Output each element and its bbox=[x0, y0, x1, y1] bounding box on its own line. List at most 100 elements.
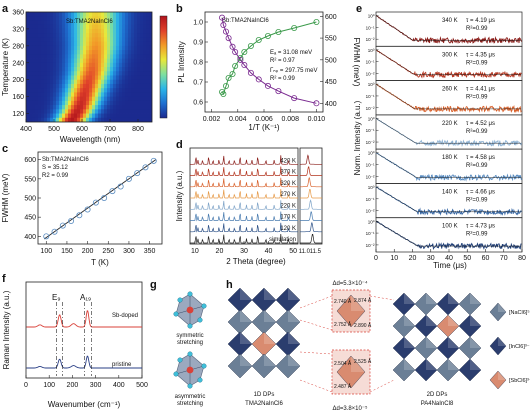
ligand-atom bbox=[187, 351, 193, 357]
heatmap-cell bbox=[143, 33, 147, 38]
heatmap-cell bbox=[65, 62, 69, 68]
ytick-label: 200 bbox=[12, 77, 24, 84]
heatmap-cell bbox=[116, 58, 120, 64]
heatmap-cell bbox=[38, 62, 42, 68]
heatmap-cell bbox=[92, 79, 96, 85]
heatmap-cell bbox=[146, 100, 150, 106]
ligand-atom bbox=[187, 291, 193, 297]
heatmap-cell bbox=[80, 58, 84, 64]
heatmap-cell bbox=[35, 33, 39, 38]
heatmap-cell bbox=[119, 24, 123, 30]
heatmap-cell bbox=[137, 113, 141, 119]
ytick-label: 10⁰ bbox=[368, 219, 375, 224]
xtick-label: 0.006 bbox=[255, 116, 273, 123]
heatmap-cell bbox=[146, 83, 150, 89]
heatmap-cell bbox=[29, 100, 33, 106]
heatmap-cell bbox=[110, 62, 114, 68]
heatmap-cell bbox=[62, 50, 66, 55]
heatmap-cell bbox=[110, 79, 114, 85]
heatmap-cell bbox=[146, 71, 150, 76]
heatmap-cell bbox=[83, 54, 87, 59]
heatmap-cell bbox=[101, 83, 105, 89]
heatmap-cell bbox=[47, 100, 51, 106]
heatmap-cell bbox=[74, 83, 78, 89]
heatmap-cell bbox=[92, 88, 96, 93]
heatmap-cell bbox=[104, 20, 108, 26]
heatmap-cell bbox=[35, 71, 39, 76]
heatmap-cell bbox=[101, 58, 105, 64]
label-asymmetric-1: asymmetric bbox=[175, 394, 206, 400]
heatmap-cell bbox=[50, 100, 54, 106]
heatmap-cell bbox=[92, 83, 96, 89]
octahedron-1d-facet bbox=[240, 310, 252, 322]
panel-d-ylabel: Intensity (a.u.) bbox=[175, 170, 184, 221]
heatmap-cell bbox=[62, 58, 66, 64]
heatmap-cell bbox=[80, 37, 84, 43]
heatmap-cell bbox=[137, 67, 141, 72]
heatmap-cell bbox=[29, 58, 33, 64]
heatmap-cell bbox=[113, 41, 117, 47]
heatmap-cell bbox=[26, 12, 30, 17]
heatmap-cell bbox=[68, 16, 72, 21]
heatmap-cell bbox=[47, 58, 51, 64]
heatmap-cell bbox=[92, 16, 96, 21]
heatmap-cell bbox=[35, 79, 39, 85]
delta-bottom: Δd=3.8×10⁻⁵ bbox=[332, 405, 368, 412]
heatmap-cell bbox=[116, 88, 120, 93]
heatmap-cell bbox=[41, 58, 45, 64]
heatmap-cell bbox=[131, 75, 135, 81]
heatmap-cell bbox=[32, 117, 36, 122]
heatmap-cell bbox=[107, 67, 111, 72]
decay-r2-label: R²=0.99 bbox=[466, 232, 488, 238]
panel-b-ylabel: PL Intensity bbox=[177, 41, 186, 83]
heatmap-cell bbox=[50, 45, 54, 51]
legend-label: [SbCl6]³⁻ bbox=[509, 378, 530, 384]
panel-a-annotation: Sb:TMA2NaInCl6 bbox=[66, 19, 113, 25]
heatmap-cell bbox=[92, 109, 96, 114]
heatmap-cell bbox=[26, 62, 30, 68]
xtick-label: 200 bbox=[82, 248, 94, 255]
xtick-label: 800 bbox=[132, 126, 144, 133]
ytick-label: 0.8 bbox=[193, 60, 203, 67]
heatmap-cell bbox=[32, 16, 36, 21]
heatmap-cell bbox=[134, 100, 138, 106]
heatmap-cell bbox=[149, 33, 152, 38]
heatmap-cell bbox=[110, 105, 114, 110]
data-point bbox=[68, 217, 75, 224]
heatmap-cell bbox=[38, 79, 42, 85]
data-point bbox=[247, 43, 254, 50]
structure-1d bbox=[227, 287, 301, 379]
heatmap-cell bbox=[143, 41, 147, 47]
heatmap-cell bbox=[38, 83, 42, 89]
heatmap-cell bbox=[95, 113, 99, 119]
heatmap-cell bbox=[35, 117, 39, 122]
data-point bbox=[92, 199, 99, 206]
heatmap-cell bbox=[146, 67, 150, 72]
heatmap-cell bbox=[86, 96, 90, 102]
heatmap-cell bbox=[143, 50, 147, 55]
heatmap-cell bbox=[32, 67, 36, 72]
heatmap-cell bbox=[119, 16, 123, 21]
heatmap-cell bbox=[74, 45, 78, 51]
heatmap-cell bbox=[71, 105, 75, 110]
heatmap-cell bbox=[131, 20, 135, 26]
heatmap-cell bbox=[95, 20, 99, 26]
legend-octahedron-facet bbox=[498, 303, 506, 312]
heatmap-cell bbox=[83, 50, 87, 55]
heatmap-cell bbox=[140, 45, 144, 51]
heatmap-cell bbox=[50, 113, 54, 119]
heatmap-cell bbox=[71, 12, 75, 17]
heatmap-cell bbox=[38, 117, 42, 122]
heatmap-cell bbox=[59, 71, 63, 76]
heatmap-cell bbox=[89, 12, 93, 17]
heatmap-cell bbox=[32, 20, 36, 26]
heatmap-cell bbox=[38, 41, 42, 47]
ytick-label: 10⁰ bbox=[368, 14, 375, 19]
octahedron-asymmetric bbox=[173, 351, 207, 389]
heatmap-cell bbox=[140, 41, 144, 47]
heatmap-cell bbox=[59, 62, 63, 68]
heatmap-cell bbox=[116, 28, 120, 34]
heatmap-cell bbox=[137, 100, 141, 106]
heatmap-cell bbox=[32, 79, 36, 85]
heatmap-cell bbox=[44, 54, 48, 59]
